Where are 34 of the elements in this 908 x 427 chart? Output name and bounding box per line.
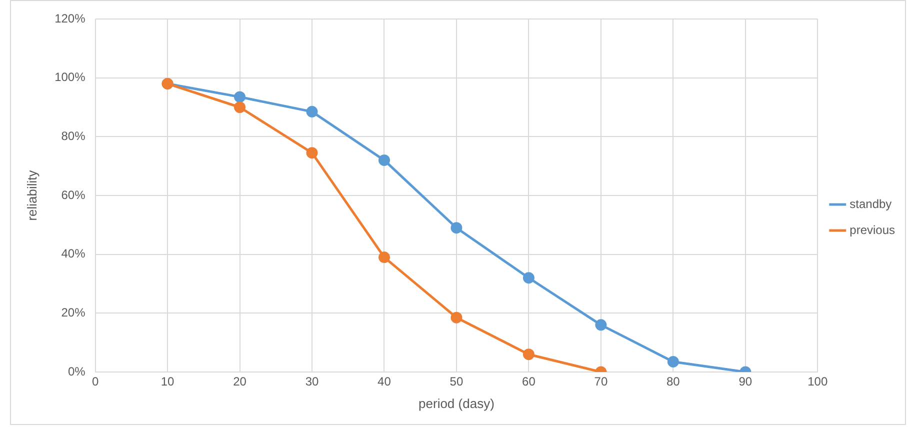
y-tick-label: 100% — [54, 70, 86, 84]
y-axis-title: reliability — [24, 170, 40, 221]
point — [378, 252, 390, 264]
y-tick-label: 20% — [61, 305, 86, 320]
y-tick-label: 40% — [61, 246, 86, 261]
legend-label: standby — [850, 196, 892, 211]
point — [522, 348, 534, 360]
y-tick-label: 120% — [54, 11, 86, 26]
x-tick-label: 10 — [160, 374, 175, 389]
x-tick-label: 20 — [233, 374, 247, 389]
x-tick-label: 80 — [666, 374, 680, 389]
y-tick-label: 80% — [61, 128, 86, 143]
x-tick-label: 50 — [450, 374, 464, 389]
x-tick-label: 60 — [522, 374, 536, 389]
point — [667, 356, 679, 368]
x-tick-label: 40 — [378, 374, 392, 389]
x-tick-label: 0 — [92, 374, 99, 389]
y-tick-label: 0% — [68, 364, 86, 378]
point — [595, 319, 607, 331]
point — [378, 154, 390, 166]
point — [450, 312, 462, 324]
point — [306, 106, 318, 118]
legend-label: previous — [850, 222, 895, 237]
y-tick-label: 60% — [61, 188, 86, 202]
point — [306, 147, 318, 159]
x-tick-label: 30 — [305, 374, 319, 389]
x-tick-label: 70 — [594, 374, 608, 389]
x-tick-label: 100 — [808, 374, 828, 389]
point — [450, 222, 462, 234]
point — [522, 272, 534, 284]
point — [234, 102, 246, 113]
x-axis-title: period (dasy) — [418, 396, 494, 411]
point — [234, 91, 246, 103]
x-tick-label: 90 — [738, 374, 752, 389]
